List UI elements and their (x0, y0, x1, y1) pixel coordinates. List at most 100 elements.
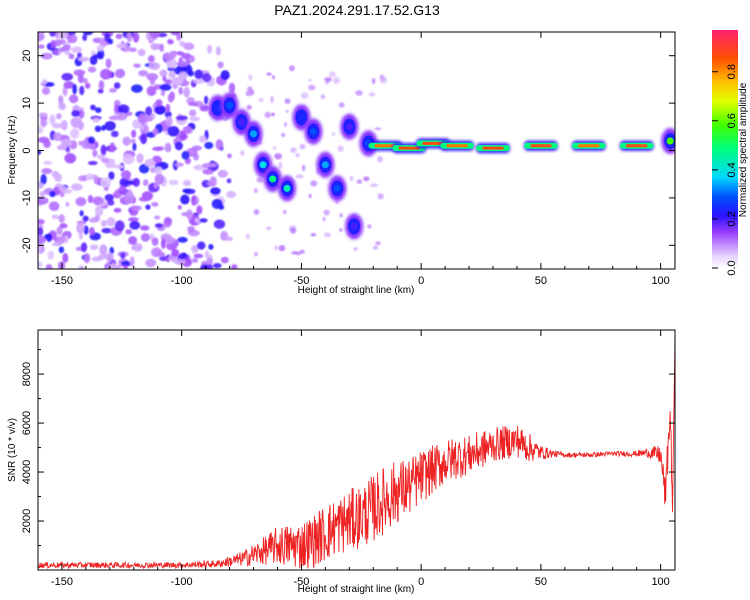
spectrogram-noise-cell (45, 264, 53, 269)
spectrogram-noise-cell (290, 227, 297, 234)
spectrogram-noise-cell (266, 226, 272, 230)
spectrogram-noise-cell (92, 196, 105, 206)
spectrogram-noise-cell (167, 125, 180, 137)
spectrogram-noise-cell (191, 145, 203, 151)
spectrogram-signal-point (572, 140, 606, 151)
spectrogram-x-axis: -150 -100 -50 0 50 100 (37, 32, 670, 287)
spectrogram-noise-cell (379, 76, 387, 84)
spectrogram-noise-cell (176, 60, 189, 67)
spectrogram-noise-cell (56, 113, 62, 120)
spectrogram-noise-cell (323, 209, 330, 216)
spectrogram-noise-cell (207, 180, 215, 187)
spectrogram-noise-cell (274, 245, 279, 251)
spectrogram-noise-cell (126, 189, 133, 199)
spectrogram-noise-cell (64, 153, 77, 164)
spectrogram-noise-cell (78, 265, 85, 269)
spectrogram-noise-cell (363, 176, 370, 182)
spectrogram-noise-cell (87, 194, 94, 204)
spectrogram-noise-cell (108, 115, 119, 121)
spectrogram-noise-cell (53, 132, 63, 142)
snr-x-axis: -150 -100 -50 0 50 100 (37, 330, 670, 588)
snr-x-tick-label: -50 (293, 576, 309, 588)
spectrogram-noise-cell (113, 207, 122, 213)
spectrogram-noise-cell (49, 190, 56, 198)
spectrogram-noise-cell (62, 253, 69, 263)
snr-y-tick-label: 4000 (21, 460, 33, 484)
spectrogram-signal-point (263, 165, 282, 192)
spectrogram-x-tick-label: 100 (651, 275, 669, 287)
spectrogram-noise-cell (38, 126, 44, 134)
spectrogram-noise-cell (177, 236, 188, 243)
spectrogram-noise-cell (131, 84, 143, 93)
spectrogram-noise-cell (81, 78, 88, 84)
spectrogram-noise-cell (38, 245, 42, 254)
spectrogram-noise-cell (181, 150, 190, 160)
spectrogram-noise-cell (88, 144, 96, 149)
spectrogram-noise-cell (130, 205, 142, 211)
spectrogram-noise-cell (182, 180, 192, 187)
spectrogram-noise-cell (147, 55, 155, 63)
spectrogram-signal-point (440, 140, 474, 151)
spectrogram-noise-cell (110, 130, 119, 138)
spectrogram-noise-cell (174, 258, 187, 265)
spectrogram-noise-cell (194, 69, 204, 80)
spectrogram-noise-cell (217, 61, 224, 68)
spectrogram-signal-point (661, 128, 675, 155)
spectrogram-noise-cell (55, 39, 67, 45)
spectrogram-noise-cell (49, 32, 57, 37)
spectrogram-noise-cell (130, 138, 136, 144)
spectrogram-noise-cell (137, 48, 146, 57)
spectrogram-noise-cell (245, 233, 251, 240)
spectrogram-noise-cell (193, 164, 205, 171)
snr-series-line (38, 337, 675, 570)
spectrogram-noise-cell (204, 141, 214, 150)
spectrogram-noise-cell (150, 43, 162, 50)
spectrogram-noise-cell (162, 75, 167, 82)
spectrogram-noise-cell (270, 95, 274, 103)
spectrogram-noise-cell (215, 46, 221, 56)
spectrogram-noise-cell (183, 86, 190, 98)
spectrogram-y-tick-label: 0 (21, 147, 33, 153)
spectrogram-noise-cell (88, 226, 95, 236)
spectrogram-noise-cell (99, 244, 108, 256)
spectrogram-noise-cell (199, 135, 207, 143)
spectrogram-noise-cell (353, 246, 358, 252)
spectrogram-y-tick-label: 20 (21, 50, 33, 62)
spectrogram-noise-cell (295, 152, 300, 158)
spectrogram-noise-cell (60, 138, 73, 148)
spectrogram-noise-cell (98, 80, 105, 91)
spectrogram-noise-cell (41, 86, 51, 95)
spectrogram-noise-cell (58, 214, 65, 223)
spectrogram-noise-cell (68, 94, 79, 104)
spectrogram-noise-cell (95, 107, 102, 113)
spectrogram-noise-cell (370, 183, 378, 188)
spectrogram-noise-cell (143, 179, 149, 186)
spectrogram-y-axis: -20 -10 0 10 20 (21, 50, 675, 253)
spectrogram-noise-cell (94, 125, 102, 133)
spectrogram-signal-point (524, 140, 558, 151)
spectrogram-marks (38, 32, 675, 269)
spectrogram-signal-point (619, 140, 654, 151)
spectrogram-noise-cell (154, 223, 163, 228)
spectrogram-noise-cell (99, 68, 112, 80)
snr-x-tick-label: 100 (651, 576, 669, 588)
spectrogram-signal-point (345, 213, 364, 240)
colorbar-label: Normalized spectral amplitude (738, 82, 749, 217)
spectrogram-noise-cell (328, 71, 336, 78)
spectrogram-noise-cell (101, 124, 106, 131)
spectrogram-noise-cell (129, 256, 135, 268)
spectrogram-noise-cell (73, 69, 86, 76)
spectrogram-noise-cell (87, 161, 98, 166)
spectrogram-noise-cell (38, 196, 49, 205)
spectrogram-noise-cell (218, 204, 225, 210)
spectrogram-noise-cell (78, 140, 84, 146)
spectrogram-noise-cell (38, 149, 42, 155)
spectrogram-noise-cell (154, 105, 166, 115)
spectrogram-noise-cell (60, 120, 68, 131)
spectrogram-noise-cell (38, 226, 44, 236)
snr-x-label: Height of straight line (km) (298, 584, 415, 595)
spectrogram-noise-cell (114, 68, 126, 79)
snr-x-tick-label: -100 (171, 576, 193, 588)
spectrogram-signal-point (244, 120, 263, 147)
